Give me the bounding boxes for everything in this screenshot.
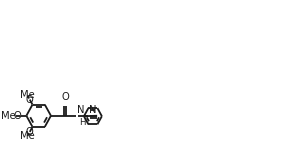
Text: N: N: [77, 105, 85, 115]
Text: Me: Me: [20, 131, 35, 141]
Text: O: O: [26, 95, 34, 105]
Text: O: O: [61, 92, 69, 102]
Text: Me: Me: [1, 111, 16, 121]
Text: O: O: [13, 111, 21, 121]
Text: O: O: [26, 127, 34, 137]
Text: H: H: [79, 118, 86, 126]
Text: N: N: [89, 105, 96, 115]
Text: Me: Me: [20, 90, 35, 100]
